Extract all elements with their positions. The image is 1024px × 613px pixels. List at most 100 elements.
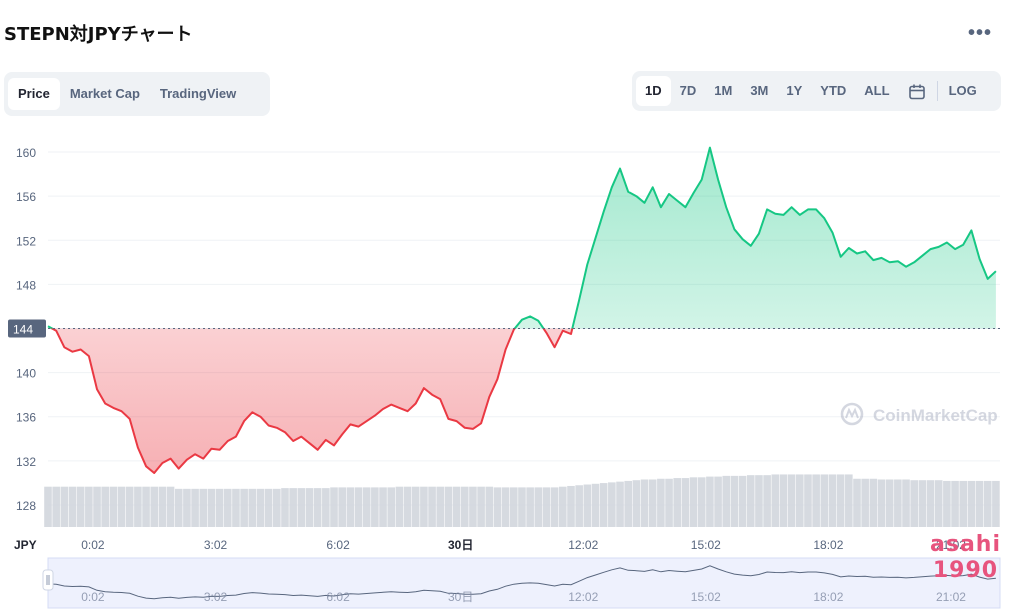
toolbar-divider [936, 81, 938, 101]
volume-bar [150, 486, 159, 527]
volume-bar [681, 478, 690, 527]
volume-bar [975, 480, 984, 527]
volume-bar [624, 480, 632, 527]
volume-bar [362, 487, 371, 527]
volume-bar [60, 486, 69, 527]
y-tick-label: 148 [16, 278, 36, 292]
volume-bar [411, 486, 420, 527]
range-1d[interactable]: 1D [636, 76, 671, 106]
volume-bar [885, 479, 894, 527]
volume-bar [542, 487, 551, 527]
price-line-up [47, 146, 997, 329]
x-tick-label: 0:02 [81, 538, 105, 552]
volume-bar [101, 486, 110, 527]
volume-bar [967, 480, 976, 527]
volume-bar [493, 487, 502, 527]
volume-bar [134, 486, 142, 527]
volume-bar [550, 487, 559, 527]
volume-bar [452, 486, 461, 527]
tab-price[interactable]: Price [8, 78, 60, 110]
volume-bar [379, 487, 387, 527]
volume-bar [469, 486, 477, 527]
volume-bar [845, 474, 853, 527]
volume-bar [983, 480, 992, 527]
volume-bar [697, 477, 706, 527]
volume-bar [795, 474, 804, 527]
volume-bar [371, 487, 379, 527]
volume-bar [877, 479, 886, 527]
y-tick-label: 152 [16, 234, 36, 248]
x-tick-label: 30日 [448, 538, 473, 552]
volume-bar [575, 485, 583, 527]
volume-bar [428, 486, 436, 527]
range-all[interactable]: ALL [864, 83, 890, 98]
area-fill-down [48, 328, 996, 473]
volume-bar [338, 487, 346, 527]
y-tick-label: 132 [16, 455, 36, 469]
range-1m[interactable]: 1M [714, 83, 733, 98]
coinmarketcap-label: CoinMarketCap [873, 406, 998, 425]
volume-bar [166, 486, 175, 527]
tab-tradingview[interactable]: TradingView [159, 86, 237, 101]
volume-bar [771, 474, 780, 527]
volume-bar [191, 488, 199, 527]
range-ytd[interactable]: YTD [820, 83, 847, 98]
range-tabs: 1D 7D 1M 3M 1Y YTD ALL LOG [632, 71, 1001, 111]
x-tick-label: 6:02 [326, 538, 350, 552]
x-tick-label: 3:02 [204, 538, 228, 552]
range-7d[interactable]: 7D [679, 83, 697, 98]
more-options-button[interactable]: ••• [968, 22, 993, 44]
volume-bar [297, 488, 306, 527]
volume-bar [330, 487, 338, 527]
y-tick-label: 160 [16, 146, 36, 160]
volume-bar [526, 487, 534, 527]
volume-bar [346, 487, 355, 527]
volume-bar [591, 483, 600, 527]
volume-bar [665, 478, 673, 527]
range-handle-icon [42, 569, 54, 591]
range-3m[interactable]: 3M [750, 83, 769, 98]
volume-bar [68, 486, 77, 527]
navigator-tick-label: 18:02 [813, 590, 843, 604]
navigator-tick-label: 0:02 [81, 590, 105, 604]
volume-bar [992, 480, 1000, 527]
volume-bar [387, 487, 396, 527]
range-1y[interactable]: 1Y [786, 83, 803, 98]
chart-type-tabs: Price Market Cap TradingView [4, 72, 270, 116]
x-tick-label: 21:02 [936, 538, 966, 552]
volume-bar [567, 485, 575, 527]
tab-market-cap[interactable]: Market Cap [69, 86, 140, 101]
volume-bar [223, 488, 232, 527]
volume-bar [738, 475, 747, 527]
volume-bar [485, 486, 494, 527]
volume-bar [689, 477, 698, 527]
volume-bar [183, 488, 191, 527]
log-toggle[interactable]: LOG [948, 83, 977, 98]
baseline-label-box [8, 319, 46, 338]
volume-bar [395, 486, 404, 527]
volume-bar [281, 488, 289, 527]
volume-bar [918, 480, 927, 527]
y-tick-label: 140 [16, 367, 36, 381]
volume-bar [640, 479, 649, 527]
calendar-icon [908, 84, 925, 99]
volume-bar [599, 483, 608, 527]
volume-bar [853, 478, 861, 527]
volume-bar [477, 486, 485, 527]
price-line-down [49, 328, 574, 474]
volume-bar [354, 487, 363, 527]
y-tick-label: 136 [16, 411, 36, 425]
volume-bar [616, 481, 624, 527]
baseline-label: 144 [13, 323, 33, 337]
volume-bar [305, 488, 314, 527]
volume-bar [509, 487, 518, 527]
volume-bar [248, 488, 257, 527]
watermark-line-1: asahi [930, 532, 1001, 557]
volume-bar [943, 480, 951, 527]
volume-bar [755, 475, 763, 527]
volume-bar [804, 474, 812, 527]
volume-bar [240, 488, 248, 527]
area-fill-up [48, 147, 996, 329]
calendar-button[interactable] [899, 76, 935, 106]
